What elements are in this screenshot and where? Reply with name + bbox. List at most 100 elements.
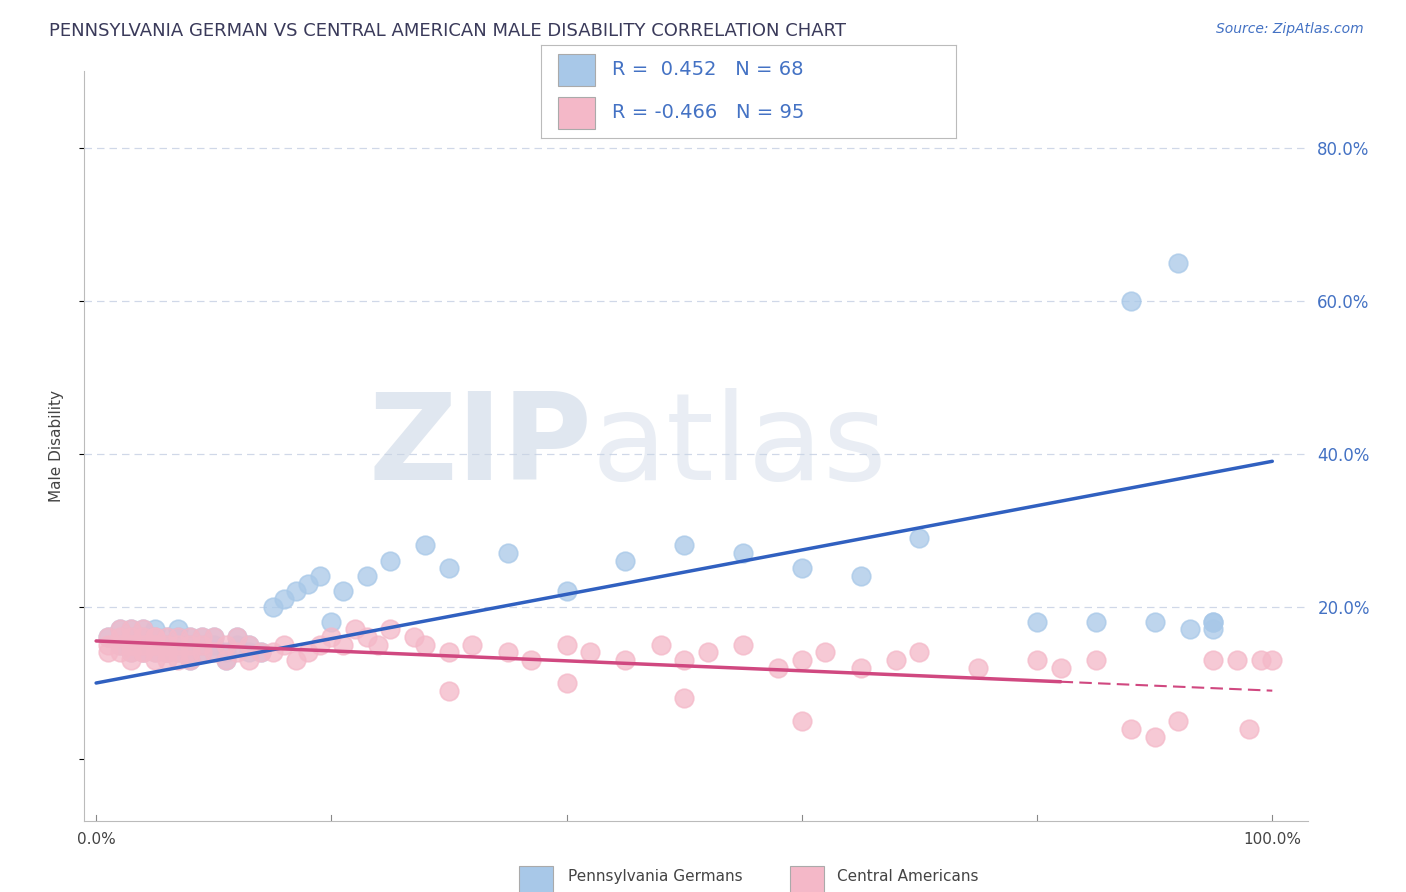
Point bbox=[1261, 653, 1284, 667]
Point bbox=[179, 653, 201, 667]
Point bbox=[343, 623, 366, 637]
Point bbox=[496, 546, 519, 560]
Point bbox=[650, 638, 672, 652]
Point bbox=[179, 645, 201, 659]
Point bbox=[214, 638, 236, 652]
Point bbox=[555, 638, 578, 652]
Point bbox=[731, 638, 754, 652]
Point bbox=[768, 661, 790, 675]
Text: Central Americans: Central Americans bbox=[837, 870, 979, 884]
Point bbox=[321, 615, 343, 629]
Point bbox=[496, 645, 519, 659]
Point bbox=[1084, 653, 1107, 667]
Point bbox=[108, 638, 131, 652]
Point bbox=[884, 653, 907, 667]
Point bbox=[120, 623, 142, 637]
Point bbox=[332, 584, 354, 599]
Point bbox=[696, 645, 718, 659]
Point bbox=[132, 623, 155, 637]
Point bbox=[1143, 615, 1166, 629]
Point bbox=[167, 630, 190, 644]
Point bbox=[143, 630, 166, 644]
Point bbox=[1167, 255, 1189, 269]
Point bbox=[143, 630, 166, 644]
Point bbox=[285, 653, 308, 667]
Point bbox=[673, 691, 696, 706]
Point bbox=[214, 653, 236, 667]
Point bbox=[1084, 615, 1107, 629]
Point bbox=[167, 653, 190, 667]
Point bbox=[143, 638, 166, 652]
FancyBboxPatch shape bbox=[519, 865, 553, 892]
Y-axis label: Male Disability: Male Disability bbox=[49, 390, 63, 502]
Point bbox=[156, 645, 179, 659]
Point bbox=[132, 645, 155, 659]
Point bbox=[731, 546, 754, 560]
Point bbox=[191, 645, 214, 659]
Point bbox=[614, 554, 637, 568]
Point bbox=[132, 623, 155, 637]
Point bbox=[238, 638, 260, 652]
Point bbox=[143, 623, 166, 637]
Point bbox=[673, 653, 696, 667]
Point bbox=[402, 630, 425, 644]
FancyBboxPatch shape bbox=[790, 865, 824, 892]
Point bbox=[143, 638, 166, 652]
Point bbox=[673, 538, 696, 552]
Text: ZIP: ZIP bbox=[368, 387, 592, 505]
Point bbox=[1026, 615, 1049, 629]
Point bbox=[285, 584, 308, 599]
Point bbox=[132, 630, 155, 644]
Point bbox=[132, 638, 155, 652]
Point bbox=[321, 630, 343, 644]
Point bbox=[202, 630, 225, 644]
Point bbox=[249, 645, 271, 659]
Point bbox=[191, 638, 214, 652]
Point bbox=[156, 645, 179, 659]
Point bbox=[97, 645, 120, 659]
Point bbox=[1121, 722, 1143, 736]
Point bbox=[108, 623, 131, 637]
Point bbox=[1237, 722, 1260, 736]
Point bbox=[143, 645, 166, 659]
Point bbox=[226, 645, 249, 659]
Point bbox=[120, 623, 142, 637]
Point bbox=[97, 638, 120, 652]
Point bbox=[191, 638, 214, 652]
Point bbox=[437, 645, 460, 659]
Point bbox=[332, 638, 354, 652]
Text: 100.0%: 100.0% bbox=[1243, 832, 1302, 847]
Point bbox=[214, 645, 236, 659]
Point bbox=[1121, 293, 1143, 308]
Point bbox=[191, 645, 214, 659]
Point bbox=[108, 630, 131, 644]
Point bbox=[520, 653, 543, 667]
Text: atlas: atlas bbox=[592, 387, 887, 505]
Point bbox=[849, 569, 872, 583]
FancyBboxPatch shape bbox=[558, 97, 595, 129]
Point bbox=[1026, 653, 1049, 667]
Point bbox=[790, 714, 813, 729]
Point bbox=[179, 630, 201, 644]
Point bbox=[273, 591, 295, 606]
Point bbox=[143, 638, 166, 652]
Point bbox=[108, 638, 131, 652]
Point bbox=[191, 630, 214, 644]
Point bbox=[108, 645, 131, 659]
Point bbox=[167, 623, 190, 637]
Point bbox=[238, 638, 260, 652]
FancyBboxPatch shape bbox=[558, 54, 595, 86]
Point bbox=[202, 638, 225, 652]
Point bbox=[238, 653, 260, 667]
Point bbox=[1049, 661, 1071, 675]
Point bbox=[415, 538, 437, 552]
Point bbox=[226, 638, 249, 652]
Point bbox=[367, 638, 389, 652]
Point bbox=[273, 638, 295, 652]
Point bbox=[1226, 653, 1249, 667]
Point bbox=[156, 630, 179, 644]
Point bbox=[120, 645, 142, 659]
Point bbox=[156, 638, 179, 652]
Point bbox=[308, 638, 330, 652]
Point bbox=[143, 630, 166, 644]
